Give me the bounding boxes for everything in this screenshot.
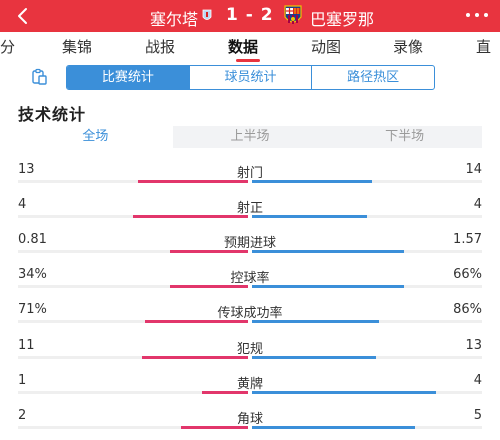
section-title: 技术统计 (18, 105, 87, 124)
tab-data[interactable]: 数据 (228, 38, 259, 56)
home-stat-bar (18, 356, 248, 359)
away-stat-bar (252, 320, 482, 323)
away-stat-bar (252, 250, 482, 253)
match-stats-button[interactable]: 比赛统计 (67, 66, 189, 89)
home-stat-value: 11 (18, 338, 35, 353)
player-stats-button[interactable]: 球员统计 (188, 66, 312, 89)
away-stat-bar (252, 180, 482, 183)
chevron-left-icon (18, 8, 27, 24)
stat-row-shots: 13 射门 14 (0, 162, 500, 192)
tab-live[interactable]: 直 (476, 38, 492, 56)
away-stat-value: 66% (453, 267, 482, 282)
stat-label: 控球率 (230, 271, 270, 286)
home-stat-bar (18, 180, 248, 183)
stat-row-pass-accuracy: 71% 传球成功率 86% (0, 302, 500, 332)
match-header: 塞尔塔 1 - 2 巴塞罗那 (0, 0, 500, 32)
away-stat-bar (252, 426, 482, 429)
home-stat-value: 2 (18, 408, 27, 423)
away-stat-bar (252, 356, 482, 359)
stat-label: 角球 (236, 412, 263, 427)
home-stat-bar (18, 320, 248, 323)
tab-report[interactable]: 战报 (145, 38, 176, 56)
stat-label: 射门 (236, 166, 263, 181)
away-stat-value: 5 (473, 408, 482, 423)
stat-row-shots-on-target: 4 射正 4 (0, 197, 500, 227)
stat-row-possession: 34% 控球率 66% (0, 267, 500, 297)
period-tabs: 全场 上半场 下半场 (18, 126, 482, 148)
away-stat-bar (252, 391, 482, 394)
active-tab-indicator (236, 59, 260, 62)
away-stat-value: 14 (465, 162, 482, 177)
tab-highlights[interactable]: 集锦 (62, 38, 93, 56)
match-score: 1 - 2 (226, 5, 274, 25)
home-team-name: 塞尔塔 (150, 10, 199, 29)
stat-label: 黄牌 (236, 377, 263, 392)
away-stat-value: 4 (473, 373, 482, 388)
heatmap-button[interactable]: 路径热区 (311, 66, 434, 89)
home-stat-bar (18, 391, 248, 394)
away-stat-value: 86% (453, 302, 482, 317)
stat-row-xg: 0.81 预期进球 1.57 (0, 232, 500, 262)
away-stat-value: 4 (473, 197, 482, 212)
home-team-logo (201, 8, 213, 22)
home-stat-bar (18, 250, 248, 253)
tab-second-half[interactable]: 下半场 (385, 129, 425, 144)
stat-label: 预期进球 (223, 236, 276, 251)
stat-row-fouls: 11 犯规 13 (0, 338, 500, 368)
home-stat-value: 13 (18, 162, 35, 177)
stat-label: 射正 (236, 201, 263, 216)
home-stat-value: 71% (18, 302, 47, 317)
home-stat-bar (18, 285, 248, 288)
stat-type-switch: 比赛统计 球员统计 路径热区 (66, 65, 435, 90)
home-stat-value: 34% (18, 267, 47, 282)
away-stat-value: 1.57 (453, 232, 482, 247)
tab-score[interactable]: 分 (0, 38, 16, 56)
back-button[interactable] (14, 7, 32, 25)
away-stat-value: 13 (465, 338, 482, 353)
tab-full-match[interactable]: 全场 (18, 126, 173, 148)
stat-row-corners: 2 角球 5 (0, 408, 500, 438)
stat-row-yellow-cards: 1 黄牌 4 (0, 373, 500, 403)
home-stat-value: 0.81 (18, 232, 47, 247)
home-stat-value: 4 (18, 197, 27, 212)
stat-label: 传球成功率 (217, 306, 283, 321)
tab-first-half[interactable]: 上半场 (230, 129, 270, 144)
more-icon[interactable] (466, 9, 488, 21)
match-nav-tabs: 分 集锦 战报 数据 动图 录像 直 (0, 32, 500, 62)
stat-label: 犯规 (236, 342, 263, 357)
home-stat-bar (18, 215, 248, 218)
away-stat-bar (252, 215, 482, 218)
away-team-name: 巴塞罗那 (310, 10, 375, 29)
tab-replay[interactable]: 录像 (393, 38, 424, 56)
home-stat-bar (18, 426, 248, 429)
away-team-logo (283, 5, 303, 27)
home-stat-value: 1 (18, 373, 27, 388)
clipboard-icon[interactable] (30, 68, 48, 86)
tab-gifs[interactable]: 动图 (311, 38, 342, 56)
away-stat-bar (252, 285, 482, 288)
